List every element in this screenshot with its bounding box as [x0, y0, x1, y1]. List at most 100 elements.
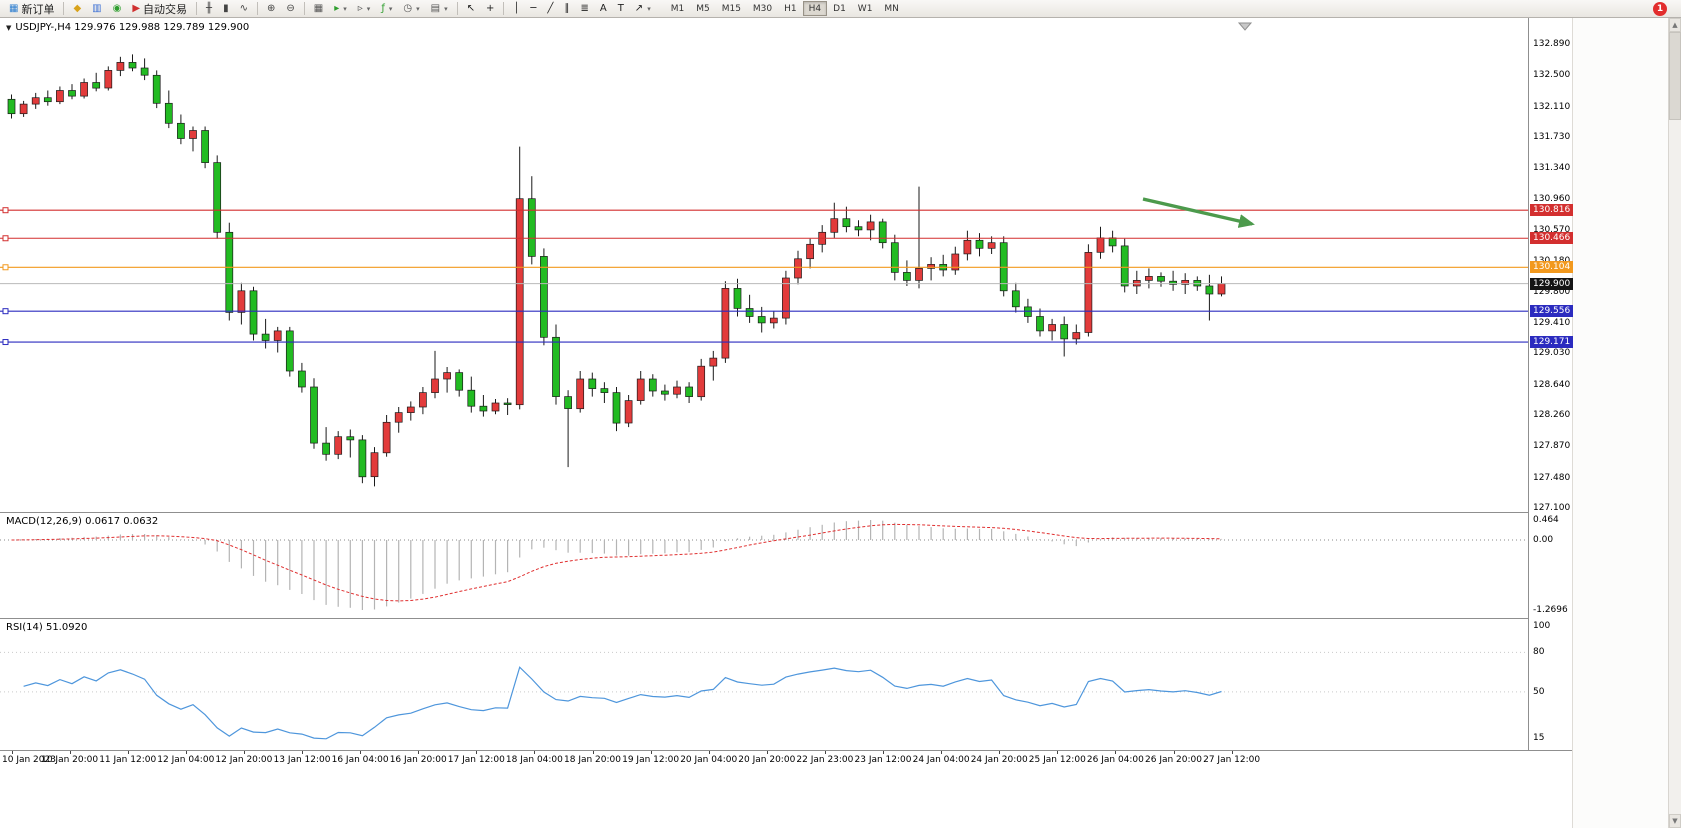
- auto-scroll-button[interactable]: ▸ ▾: [329, 1, 352, 17]
- time-axis-label: 27 Jan 12:00: [1203, 755, 1261, 765]
- price-axis-label: 128.640: [1533, 379, 1571, 390]
- level-line-handle[interactable]: [2, 339, 9, 346]
- trendline-button[interactable]: ╱: [542, 1, 558, 17]
- level-line-handle[interactable]: [2, 235, 9, 242]
- price-level-badge[interactable]: 130.466: [1530, 232, 1574, 245]
- time-axis-label: 10 Jan 2023: [2, 755, 56, 765]
- zoom-in-button[interactable]: ⊕: [262, 1, 280, 17]
- level-line-handle[interactable]: [2, 207, 9, 214]
- periods-caret-icon: ▾: [416, 4, 420, 13]
- level-line-handle[interactable]: [2, 308, 9, 315]
- timeframe-m30-button[interactable]: M30: [747, 1, 778, 16]
- time-axis-tick: [1057, 751, 1059, 754]
- time-axis-tick: [650, 751, 652, 754]
- vertical-line-icon: │: [513, 2, 520, 14]
- text-label-button[interactable]: T: [613, 1, 629, 17]
- scroll-down-icon[interactable]: ▼: [1669, 814, 1681, 828]
- vertical-line-button[interactable]: │: [508, 1, 524, 17]
- zoom-out-button[interactable]: ⊖: [281, 1, 299, 17]
- fibonacci-button[interactable]: ≣: [575, 1, 593, 17]
- autotrading-label: 自动交易: [143, 2, 188, 16]
- rsi-canvas[interactable]: [0, 618, 1528, 750]
- periods-button[interactable]: ◷ ▾: [398, 1, 424, 17]
- zoom-in-icon: ⊕: [266, 2, 276, 14]
- chart-shift-marker[interactable]: [1237, 22, 1253, 31]
- rsi-label: RSI(14) 51.0920: [6, 622, 88, 633]
- crosshair-button[interactable]: +: [481, 1, 499, 17]
- macd-signal-line: [11, 523, 1222, 602]
- text-icon: A: [599, 2, 607, 14]
- timeframe-toolbar: M1 M5 M15 M30 H1 H4 D1 W1 MN: [665, 1, 905, 16]
- chart-menu-icon[interactable]: ▼: [6, 24, 12, 32]
- indicators-button[interactable]: ƒ ▾: [376, 1, 397, 17]
- pane-splitter[interactable]: [0, 512, 1572, 513]
- time-axis-label: 17 Jan 12:00: [447, 755, 505, 765]
- equidistant-channel-icon: ∥: [564, 2, 570, 14]
- level-line-handle[interactable]: [2, 264, 9, 271]
- timeframe-d1-button[interactable]: D1: [827, 1, 852, 16]
- horizontal-line-icon: ─: [530, 2, 537, 14]
- timeframe-m1-button[interactable]: M1: [665, 1, 691, 16]
- chart-title: USDJPY-,H4 129.976 129.988 129.789 129.9…: [15, 22, 250, 33]
- timeframe-m5-button[interactable]: M5: [690, 1, 716, 16]
- cursor-icon: ↖: [466, 2, 475, 14]
- time-axis-label: 16 Jan 20:00: [389, 755, 447, 765]
- arrows-button[interactable]: ↗ ▾: [630, 1, 656, 17]
- price-level-badge[interactable]: 130.104: [1530, 261, 1574, 274]
- autotrading-icon: ▶: [132, 2, 141, 14]
- time-axis-label: 19 Jan 12:00: [622, 755, 680, 765]
- price-level-badge[interactable]: 129.556: [1530, 305, 1574, 318]
- timeframe-h4-button[interactable]: H4: [802, 1, 828, 16]
- new-order-button[interactable]: ▦ 新订单: [4, 1, 59, 17]
- time-axis-tick: [69, 751, 71, 754]
- price-chart-canvas[interactable]: [0, 18, 1528, 512]
- templates-button[interactable]: ▤ ▾: [426, 1, 453, 17]
- chart-shift-button[interactable]: ▹ ▾: [353, 1, 376, 17]
- rsi-axis-label: 80: [1533, 647, 1545, 658]
- data-window-button[interactable]: ▥: [87, 1, 106, 17]
- timeframe-mn-button[interactable]: MN: [878, 1, 905, 16]
- time-axis-tick: [243, 751, 245, 754]
- macd-axis-label: -1.2696: [1533, 605, 1568, 615]
- toolbar-separator: [503, 2, 505, 15]
- price-level-badge[interactable]: 129.171: [1530, 336, 1574, 348]
- pane-splitter[interactable]: [0, 618, 1572, 619]
- timeframe-h1-button[interactable]: H1: [778, 1, 803, 16]
- autotrading-button[interactable]: ▶ 自动交易: [127, 1, 192, 17]
- tile-windows-button[interactable]: ▦: [309, 1, 328, 17]
- market-watch-button[interactable]: ◆: [68, 1, 86, 17]
- vertical-scrollbar[interactable]: ▲ ▼: [1668, 18, 1681, 828]
- scroll-up-icon[interactable]: ▲: [1669, 18, 1681, 32]
- time-axis-tick: [476, 751, 478, 754]
- text-button[interactable]: A: [595, 1, 612, 17]
- price-axis-label: 127.100: [1533, 503, 1571, 513]
- macd-canvas[interactable]: [0, 512, 1528, 618]
- price-level-badge[interactable]: 130.816: [1530, 204, 1574, 217]
- horizontal-line-button[interactable]: ─: [525, 1, 541, 17]
- time-axis-tick: [1231, 751, 1233, 754]
- price-axis-label: 132.110: [1533, 101, 1571, 112]
- equidistant-channel-button[interactable]: ∥: [559, 1, 574, 17]
- toolbar-separator: [256, 2, 258, 15]
- cursor-button[interactable]: ↖: [462, 1, 480, 17]
- time-axis-label: 18 Jan 04:00: [505, 755, 563, 765]
- timeframe-m15-button[interactable]: M15: [716, 1, 747, 16]
- price-axis-label: 129.030: [1533, 348, 1571, 359]
- line-chart-button[interactable]: ∿: [235, 1, 253, 17]
- price-axis-label: 129.410: [1533, 317, 1571, 328]
- navigator-button[interactable]: ◉: [108, 1, 127, 17]
- price-axis-separator: [1528, 18, 1529, 750]
- time-axis-tick: [883, 751, 884, 754]
- chart-shift-caret-icon: ▾: [366, 4, 371, 13]
- time-axis-tick: [534, 751, 536, 754]
- trend-arrow-annotation[interactable]: [1142, 197, 1255, 228]
- candlestick-chart-button[interactable]: ▮: [218, 1, 234, 17]
- toolbar: ▦ 新订单 ◆ ▥ ◉ ▶ 自动交易 ╫ ▮ ∿ ⊕ ⊖ ▦ ▸ ▾ ▹ ▾ ƒ ▾ ◷ ▾ ▤ ▾ ↖ + │ ─ ╱ ∥ ≣ A T ↗ ▾ M…: [0, 0, 1681, 18]
- notification-badge[interactable]: 1: [1653, 1, 1667, 16]
- toolbar-separator: [456, 2, 458, 15]
- chart-shift-icon: ▹: [357, 2, 363, 14]
- scrollbar-thumb[interactable]: [1669, 32, 1681, 120]
- timeframe-w1-button[interactable]: W1: [852, 1, 879, 16]
- bar-chart-button[interactable]: ╫: [201, 1, 217, 17]
